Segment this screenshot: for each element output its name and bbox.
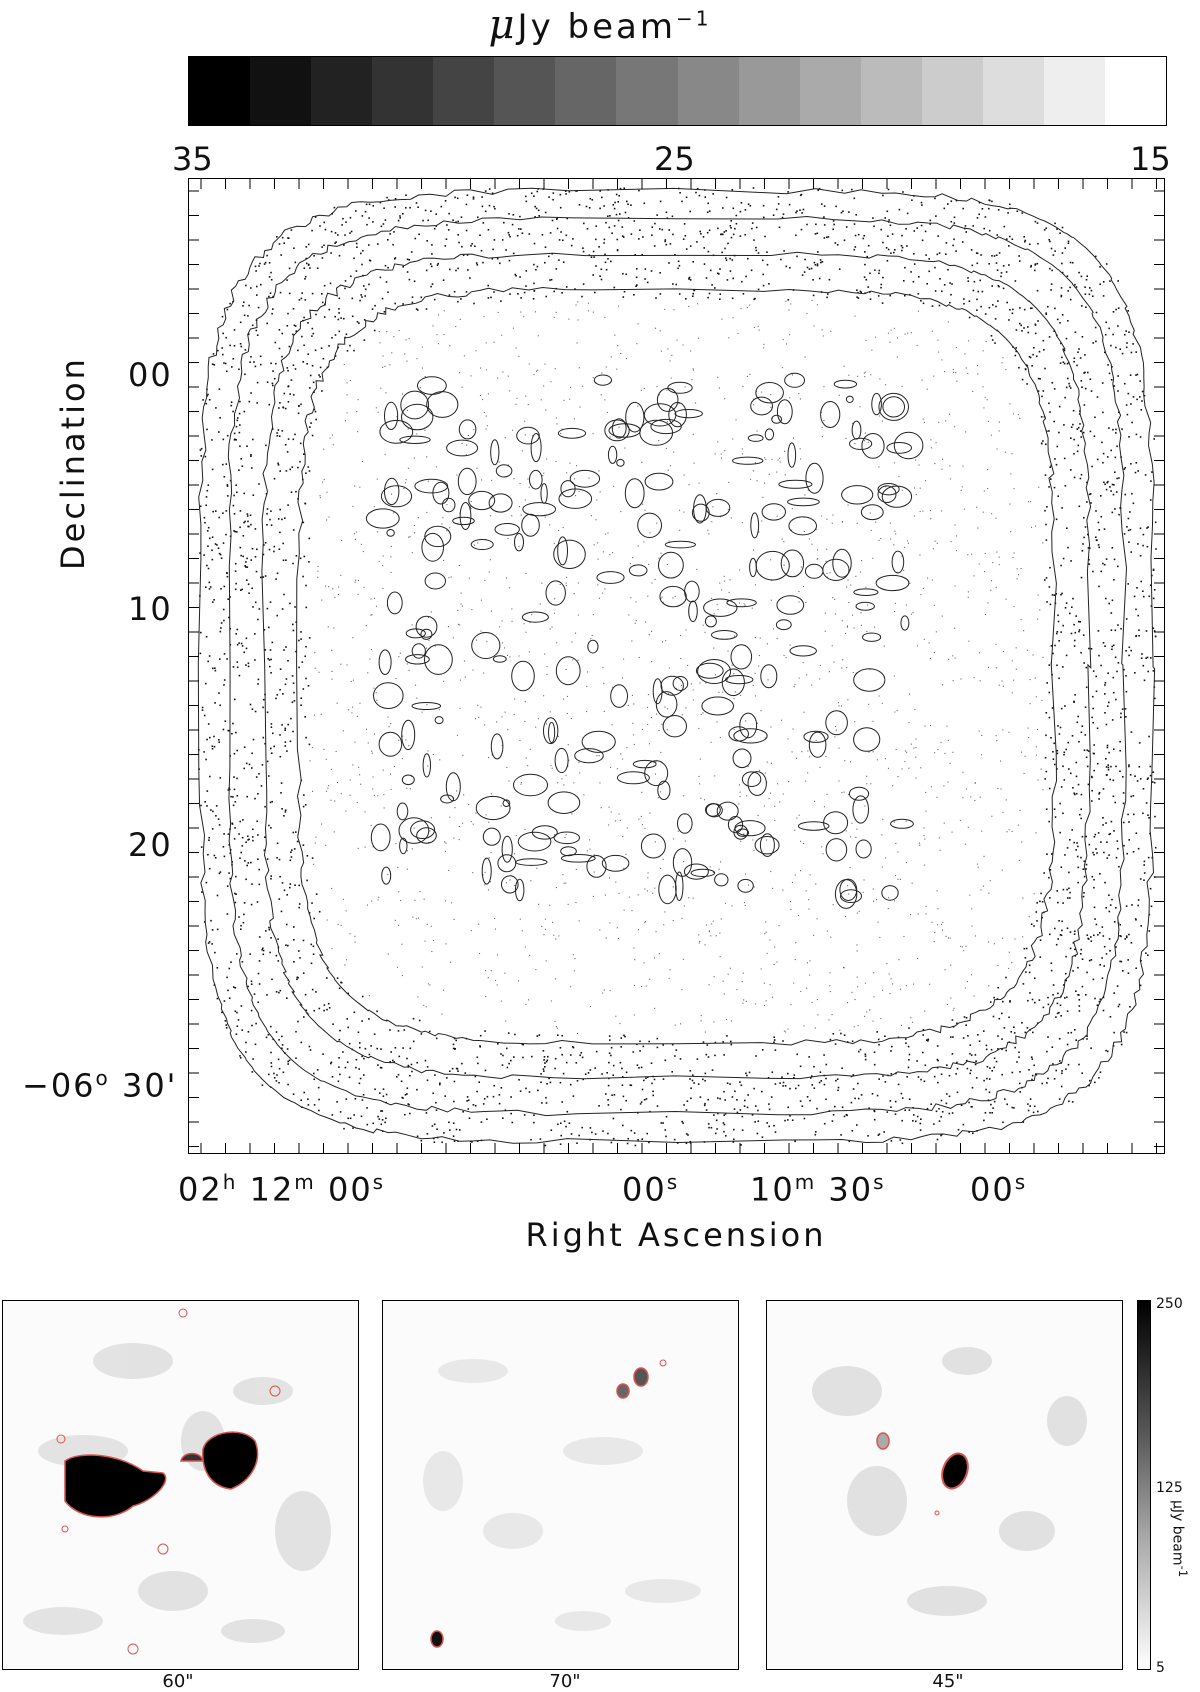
ra-tick-00s-a: 00s xyxy=(622,1170,679,1209)
boundary-contour xyxy=(227,215,1128,1117)
inset-caption-3: 45" xyxy=(932,1671,964,1692)
ra-h-sup: h xyxy=(222,1170,238,1194)
scale-max: 250 xyxy=(1156,1296,1183,1312)
ra-s: 00 xyxy=(970,1170,1015,1209)
colorbar-unit-mu: μ xyxy=(488,2,518,48)
inset-caption-1: 60" xyxy=(162,1671,194,1692)
ra-s: 30 xyxy=(828,1170,874,1209)
frame-ticks xyxy=(189,179,1164,1153)
colorbar-unit: Jy beam xyxy=(517,7,676,47)
colorbar-step xyxy=(250,57,312,125)
colorbar-step xyxy=(616,57,678,125)
colorbar-step xyxy=(555,57,617,125)
inset-image-2 xyxy=(423,1359,701,1648)
inset-caption-2: 70" xyxy=(549,1671,581,1692)
colorbar-step xyxy=(738,57,800,125)
boundary-contour xyxy=(296,286,1058,1046)
main-map-frame xyxy=(188,178,1165,1154)
colorbar-step xyxy=(494,57,556,125)
dec-tick-minus-06-30: −06o 30' xyxy=(22,1066,177,1105)
inset-image-3 xyxy=(812,1347,1087,1616)
colorbar-step xyxy=(1104,57,1166,125)
colorbar-step xyxy=(799,57,861,125)
scale-unit-exp: -1 xyxy=(1176,1565,1190,1578)
ra-m-sup: m xyxy=(794,1170,817,1194)
colorbar-step xyxy=(189,57,251,125)
colorbar-tick-mid: 25 xyxy=(654,140,695,178)
colorbar-tick-left: 35 xyxy=(172,140,213,178)
ra-s-sup: s xyxy=(372,1170,386,1194)
ra-m: 10 xyxy=(750,1170,795,1209)
ra-s-sup: s xyxy=(666,1170,680,1194)
dec-tick-minutes: 30' xyxy=(121,1066,178,1105)
ra-tick-00s-b: 00s xyxy=(970,1170,1027,1209)
declination-axis-label: Declination xyxy=(54,356,92,570)
scale-mid: 125 xyxy=(1156,1480,1183,1496)
inset-scale-bar xyxy=(1137,1300,1151,1670)
ra-s: 00 xyxy=(327,1170,373,1209)
colorbar-step xyxy=(311,57,373,125)
colorbar-step xyxy=(982,57,1044,125)
colorbar-step xyxy=(1043,57,1105,125)
dec-tick-10: 10 xyxy=(128,590,173,628)
noise-field xyxy=(198,187,1157,1147)
boundary-contour xyxy=(197,187,1156,1144)
ra-h: 02 xyxy=(178,1170,223,1209)
colorbar-title: μJy beam−1 xyxy=(0,2,1200,48)
inset-panel-3 xyxy=(766,1300,1123,1670)
colorbar-step xyxy=(677,57,739,125)
colorbar-step xyxy=(860,57,922,125)
colorbar xyxy=(188,56,1167,126)
central-contours xyxy=(365,372,924,909)
dec-tick-prefix: −06 xyxy=(22,1066,96,1105)
ra-s-sup: s xyxy=(873,1170,886,1194)
boundary-contour xyxy=(261,251,1092,1080)
scale-unit: μJy beam-1 xyxy=(1169,1500,1190,1577)
inset-panel-2 xyxy=(382,1300,739,1670)
dec-tick-deg: o xyxy=(95,1066,110,1090)
colorbar-step xyxy=(433,57,495,125)
colorbar-step xyxy=(921,57,983,125)
ra-s-sup: s xyxy=(1014,1170,1028,1194)
scale-unit-text: μJy beam xyxy=(1169,1500,1186,1566)
ra-m-sup: m xyxy=(294,1170,316,1194)
inset-image-1 xyxy=(23,1308,331,1655)
colorbar-step xyxy=(372,57,434,125)
inset-panel-1 xyxy=(2,1300,359,1670)
scale-min: 5 xyxy=(1156,1660,1165,1676)
colorbar-tick-right: 15 xyxy=(1130,140,1171,178)
radio-map-image xyxy=(189,179,1164,1153)
ra-s: 00 xyxy=(622,1170,667,1209)
colorbar-unit-exp: −1 xyxy=(675,6,712,31)
dec-tick-00: 00 xyxy=(128,356,173,394)
ra-m: 12 xyxy=(249,1170,295,1209)
right-ascension-axis-label: Right Ascension xyxy=(525,1216,827,1254)
dec-tick-20: 20 xyxy=(128,826,173,864)
ra-tick-02h12m00s: 02h 12m 00s xyxy=(178,1170,385,1209)
ra-tick-10m30s: 10m 30s xyxy=(750,1170,886,1209)
